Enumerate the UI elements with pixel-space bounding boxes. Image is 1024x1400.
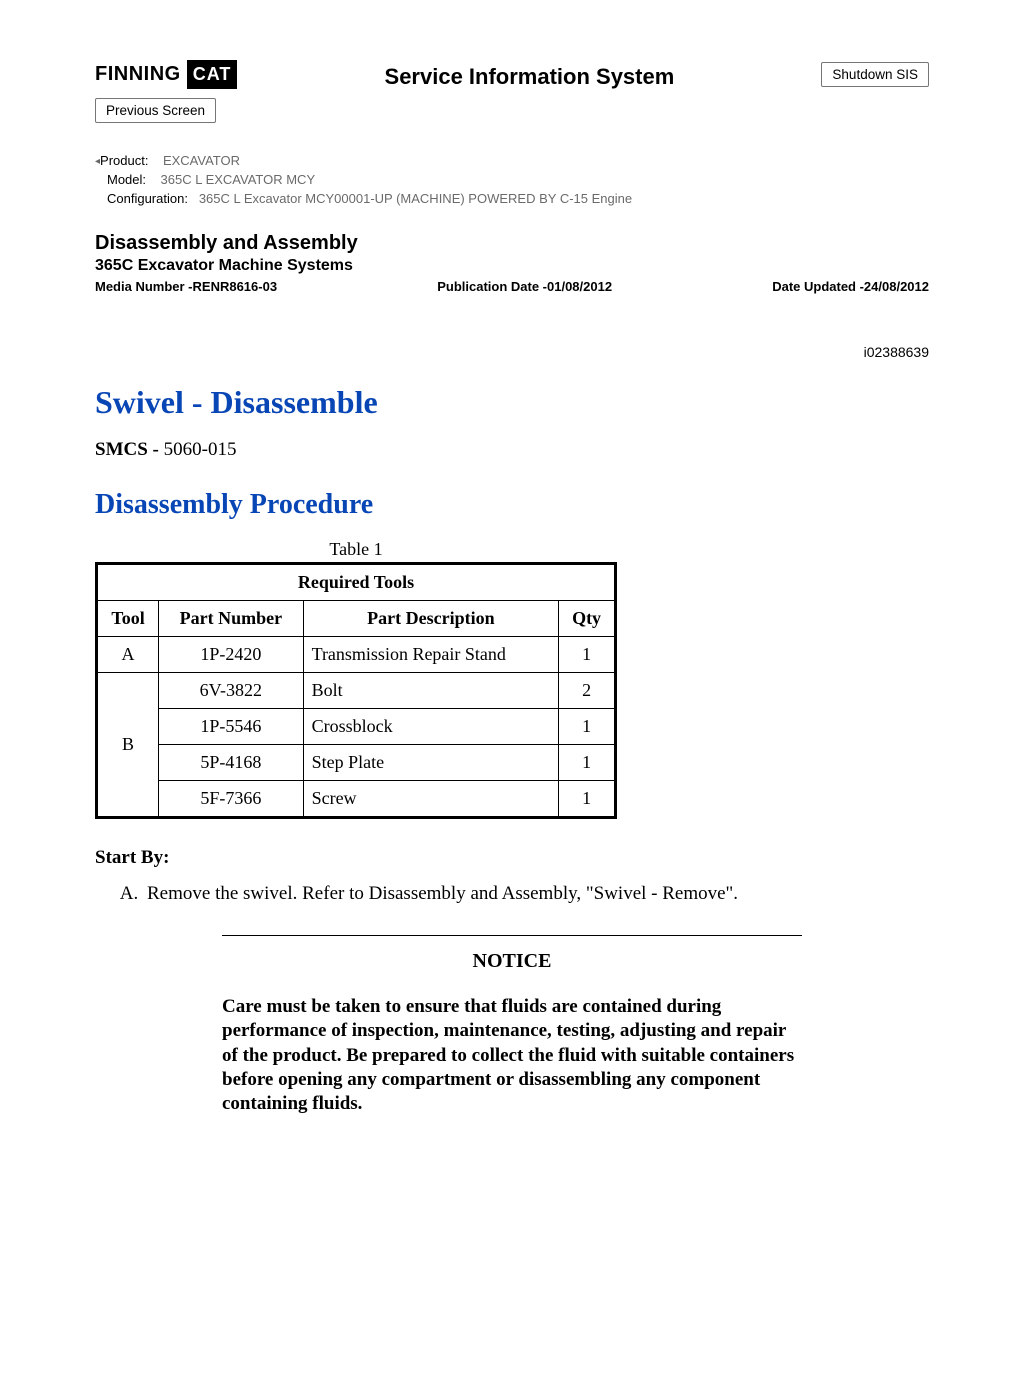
cell-qty: 2: [559, 673, 616, 709]
table-caption: Table 1: [95, 539, 617, 560]
table-row: 1P-5546 Crossblock 1: [97, 709, 616, 745]
header-row: FINNING CAT Service Information System S…: [95, 60, 929, 90]
page-title: Swivel - Disassemble: [95, 384, 929, 421]
cell-pn: 5P-4168: [159, 745, 303, 781]
cell-desc: Screw: [303, 781, 559, 818]
smcs-label: SMCS -: [95, 439, 164, 460]
smcs-value: 5060-015: [164, 439, 237, 460]
config-label: Configuration:: [107, 191, 188, 206]
required-tools-table: Required Tools Tool Part Number Part Des…: [95, 562, 617, 819]
publication-date: Publication Date -01/08/2012: [437, 279, 612, 294]
col-qty: Qty: [559, 601, 616, 637]
col-tool: Tool: [97, 601, 159, 637]
notice-block: NOTICE Care must be taken to ensure that…: [222, 935, 802, 1117]
logo-cat: CAT: [187, 60, 238, 89]
table-row: 5P-4168 Step Plate 1: [97, 745, 616, 781]
col-desc: Part Description: [303, 601, 559, 637]
cell-tool: A: [97, 637, 159, 673]
doc-title: Disassembly and Assembly: [95, 232, 929, 255]
doc-id: i02388639: [95, 344, 929, 360]
start-by-label: Start By:: [95, 847, 929, 869]
cell-pn: 5F-7366: [159, 781, 303, 818]
notice-divider: [222, 935, 802, 936]
cell-desc: Crossblock: [303, 709, 559, 745]
previous-screen-button[interactable]: Previous Screen: [95, 98, 216, 123]
cell-qty: 1: [559, 637, 616, 673]
config-value: 365C L Excavator MCY00001-UP (MACHINE) P…: [199, 191, 632, 206]
cell-qty: 1: [559, 745, 616, 781]
product-label: Product:: [100, 153, 148, 168]
sis-title: Service Information System: [385, 64, 675, 90]
doc-head: Disassembly and Assembly 365C Excavator …: [95, 232, 929, 294]
cell-desc: Bolt: [303, 673, 559, 709]
product-meta: ◂Product: EXCAVATOR Model: 365C L EXCAVA…: [95, 153, 929, 206]
product-value: EXCAVATOR: [163, 153, 240, 168]
notice-body: Care must be taken to ensure that fluids…: [222, 995, 802, 1117]
section-heading: Disassembly Procedure: [95, 489, 929, 521]
notice-title: NOTICE: [222, 950, 802, 973]
cell-desc: Transmission Repair Stand: [303, 637, 559, 673]
media-number: Media Number -RENR8616-03: [95, 279, 277, 294]
table-row: 5F-7366 Screw 1: [97, 781, 616, 818]
cell-pn: 6V-3822: [159, 673, 303, 709]
col-pn: Part Number: [159, 601, 303, 637]
shutdown-sis-button[interactable]: Shutdown SIS: [821, 62, 929, 87]
model-label: Model:: [107, 172, 146, 187]
logo-block: FINNING CAT: [95, 60, 237, 89]
smcs-line: SMCS - 5060-015: [95, 439, 929, 461]
table-row: B 6V-3822 Bolt 2: [97, 673, 616, 709]
cell-desc: Step Plate: [303, 745, 559, 781]
cell-qty: 1: [559, 709, 616, 745]
table-row: A 1P-2420 Transmission Repair Stand 1: [97, 637, 616, 673]
cell-qty: 1: [559, 781, 616, 818]
cell-tool: B: [97, 673, 159, 818]
logo-finning: FINNING: [95, 63, 181, 86]
start-by-steps: Remove the swivel. Refer to Disassembly …: [95, 883, 929, 905]
doc-subtitle: 365C Excavator Machine Systems: [95, 257, 929, 275]
table-header: Required Tools: [97, 564, 616, 601]
list-item: Remove the swivel. Refer to Disassembly …: [143, 883, 929, 905]
cell-pn: 1P-2420: [159, 637, 303, 673]
model-value: 365C L EXCAVATOR MCY: [161, 172, 316, 187]
cell-pn: 1P-5546: [159, 709, 303, 745]
date-updated: Date Updated -24/08/2012: [772, 279, 929, 294]
